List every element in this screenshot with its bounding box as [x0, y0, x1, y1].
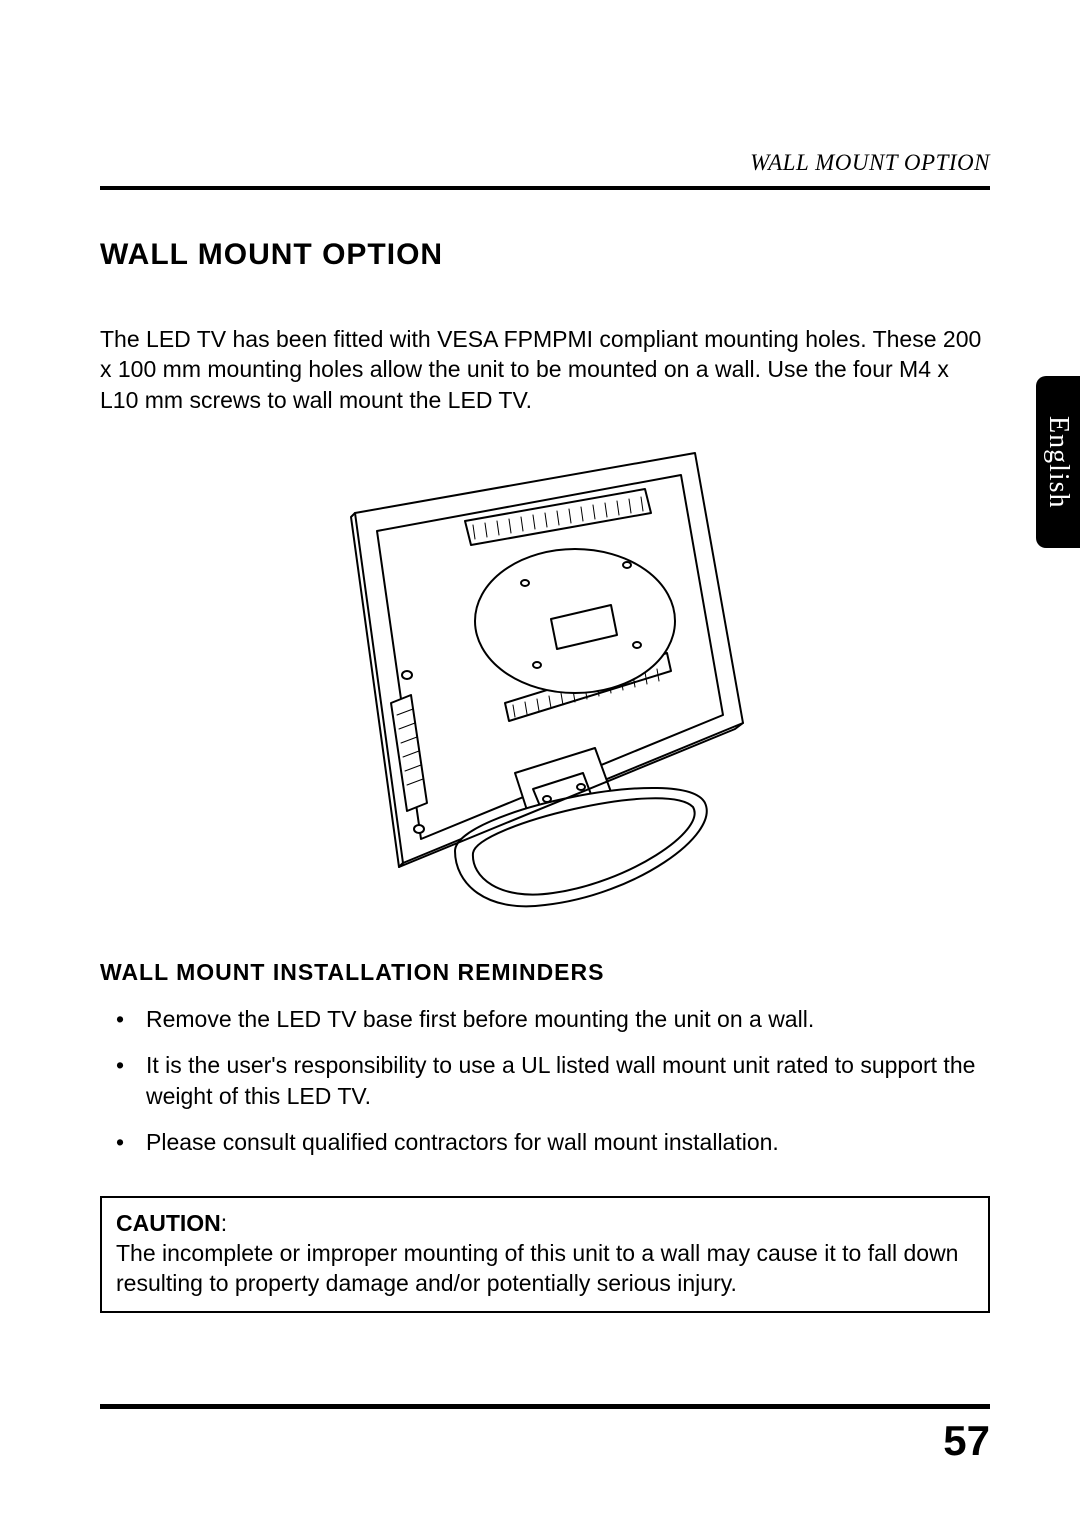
list-item: Remove the LED TV base first before moun… — [100, 1004, 990, 1034]
manual-page: WALL MOUNT OPTION English WALL MOUNT OPT… — [0, 0, 1080, 1529]
caution-box: CAUTION: The incomplete or improper moun… — [100, 1196, 990, 1313]
running-head: WALL MOUNT OPTION — [100, 150, 990, 176]
reminder-list: Remove the LED TV base first before moun… — [100, 1004, 990, 1157]
caution-colon: : — [221, 1210, 227, 1236]
list-item: It is the user's responsibility to use a… — [100, 1050, 990, 1111]
top-rule — [100, 186, 990, 190]
list-item: Please consult qualified contractors for… — [100, 1127, 990, 1157]
section-title: WALL MOUNT OPTION — [100, 238, 990, 272]
intro-paragraph: The LED TV has been fitted with VESA FPM… — [100, 324, 990, 415]
bottom-rule — [100, 1404, 990, 1409]
language-tab: English — [1036, 376, 1080, 548]
caution-text: The incomplete or improper mounting of t… — [116, 1240, 958, 1296]
tv-rear-figure — [100, 443, 990, 923]
tv-rear-icon — [315, 443, 775, 923]
caution-label: CAUTION — [116, 1210, 221, 1236]
language-tab-label: English — [1042, 416, 1074, 509]
page-number: 57 — [943, 1417, 990, 1465]
subheading: WALL MOUNT INSTALLATION REMINDERS — [100, 959, 990, 986]
page-content: WALL MOUNT OPTION The LED TV has been fi… — [100, 238, 990, 1313]
